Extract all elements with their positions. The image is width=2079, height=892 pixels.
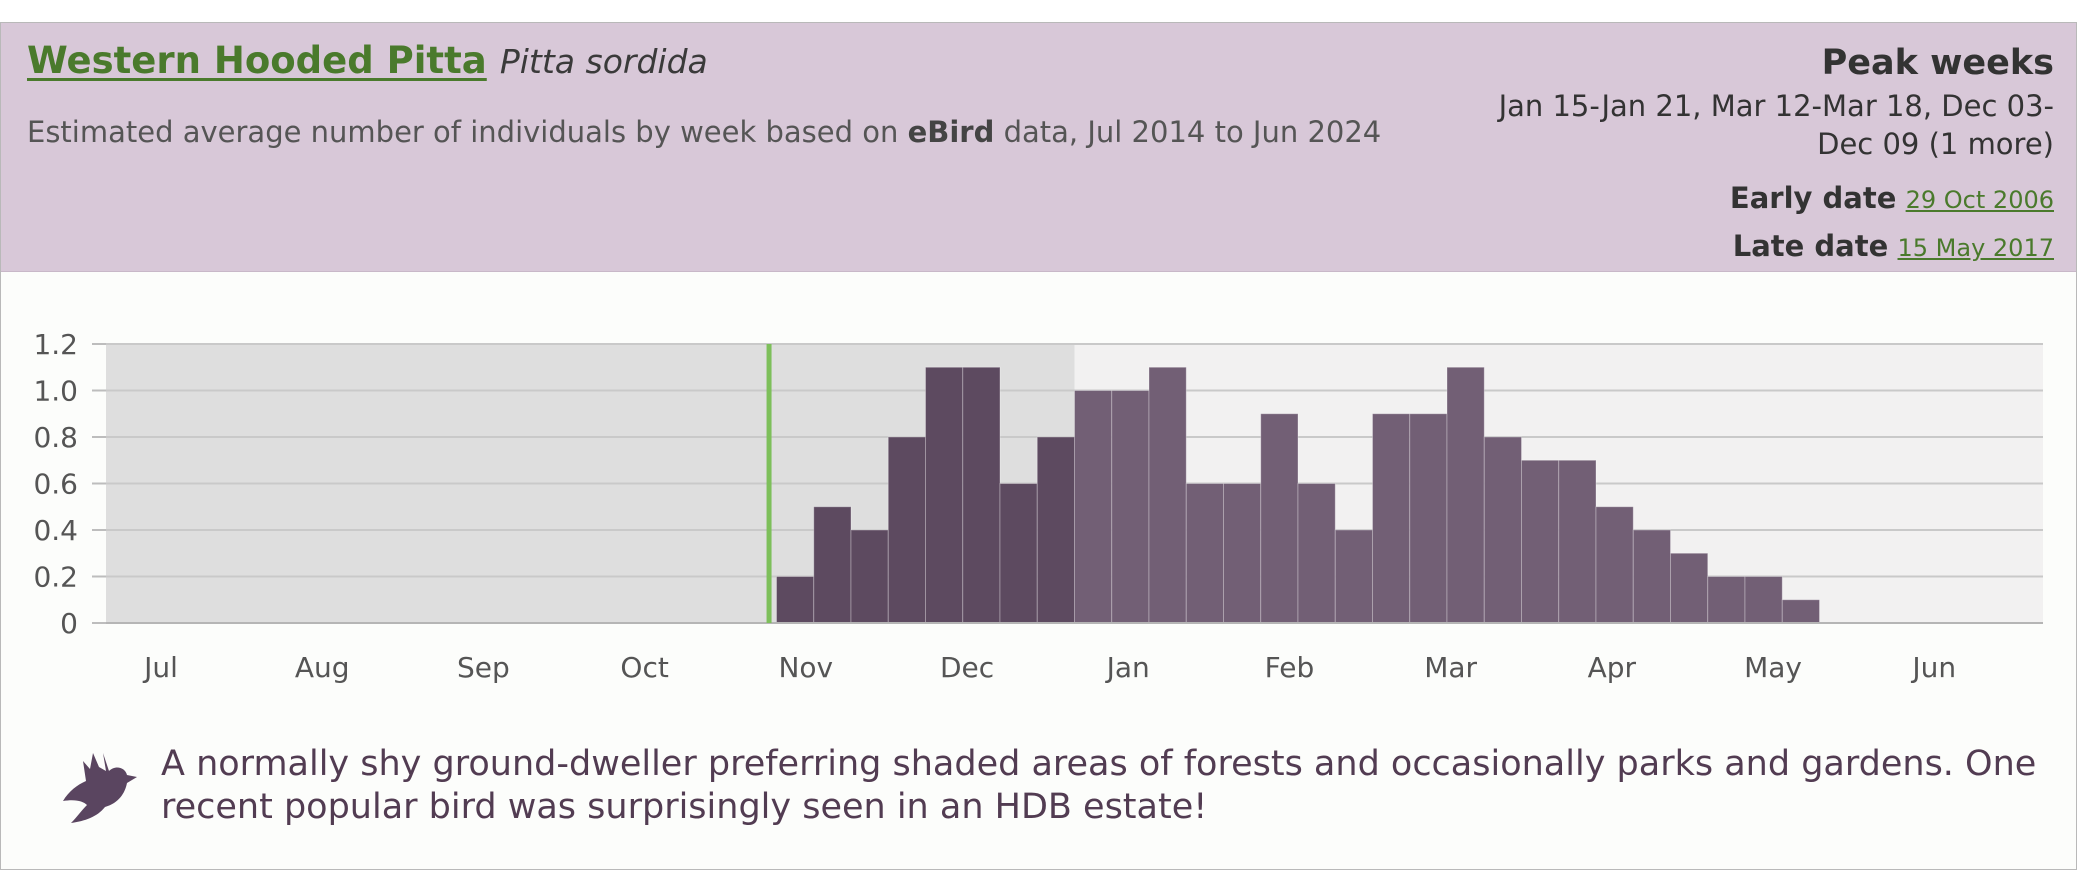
bar bbox=[887, 436, 926, 624]
bar bbox=[1260, 413, 1299, 624]
bar bbox=[1334, 529, 1373, 624]
y-tick-label: 0.8 bbox=[33, 421, 78, 454]
x-tick-label: Jan bbox=[1105, 651, 1150, 684]
bar bbox=[1632, 529, 1671, 624]
bar bbox=[1148, 366, 1187, 624]
bar bbox=[813, 506, 852, 624]
species-card: Western Hooded Pitta Pitta sordida Estim… bbox=[0, 22, 2077, 870]
x-tick-label: Aug bbox=[295, 651, 350, 684]
bar bbox=[1074, 390, 1113, 624]
bar bbox=[1185, 483, 1224, 624]
y-tick-label: 1.2 bbox=[33, 328, 78, 361]
y-tick-label: 1.0 bbox=[33, 375, 78, 408]
bar bbox=[1707, 576, 1746, 624]
species-dates: Peak weeks Jan 15-Jan 21, Mar 12-Mar 18,… bbox=[1494, 41, 2054, 271]
y-tick-label: 0.2 bbox=[33, 561, 78, 594]
bar bbox=[1483, 436, 1522, 624]
x-tick-label: Nov bbox=[778, 651, 833, 684]
y-tick-label: 0 bbox=[60, 607, 78, 640]
bar bbox=[925, 366, 964, 624]
bar bbox=[1744, 576, 1783, 624]
bar bbox=[1409, 413, 1448, 624]
common-name-link[interactable]: Western Hooded Pitta bbox=[27, 39, 487, 82]
bar bbox=[776, 576, 815, 624]
bar bbox=[1521, 459, 1560, 624]
bar bbox=[850, 529, 889, 624]
bar bbox=[1111, 390, 1150, 624]
x-tick-label: Sep bbox=[457, 651, 510, 684]
bar bbox=[1670, 552, 1709, 624]
species-header: Western Hooded Pitta Pitta sordida Estim… bbox=[1, 23, 2076, 272]
late-date-label: Late date bbox=[1732, 229, 1889, 263]
bar bbox=[1223, 483, 1262, 624]
x-tick-label: Jul bbox=[142, 651, 178, 684]
scientific-name: Pitta sordida bbox=[499, 42, 708, 81]
x-tick-label: Apr bbox=[1588, 651, 1637, 684]
early-date-row: Early date 29 Oct 2006 bbox=[1494, 175, 2054, 223]
bar bbox=[962, 366, 1001, 624]
title-row: Western Hooded Pitta Pitta sordida bbox=[27, 39, 708, 82]
chart-subtitle: Estimated average number of individuals … bbox=[27, 115, 1381, 149]
bar bbox=[1372, 413, 1411, 624]
y-tick-label: 0.6 bbox=[33, 468, 78, 501]
subtitle-suffix: data, Jul 2014 to Jun 2024 bbox=[994, 115, 1382, 149]
early-date-label: Early date bbox=[1729, 181, 1897, 215]
bar bbox=[999, 483, 1038, 624]
bar bbox=[1558, 459, 1597, 624]
y-tick-label: 0.4 bbox=[33, 514, 78, 547]
bar bbox=[1036, 436, 1075, 624]
bar bbox=[1781, 599, 1820, 624]
description-text: A normally shy ground-dweller preferring… bbox=[161, 744, 2037, 827]
x-tick-label: Jun bbox=[1910, 651, 1956, 684]
early-date-link[interactable]: 29 Oct 2006 bbox=[1905, 186, 2054, 214]
x-tick-label: May bbox=[1744, 651, 1802, 684]
subtitle-source: eBird bbox=[907, 115, 995, 149]
bar bbox=[1297, 483, 1336, 624]
x-tick-label: Dec bbox=[940, 651, 994, 684]
bar bbox=[1595, 506, 1634, 624]
peak-weeks-text: Jan 15-Jan 21, Mar 12-Mar 18, Dec 03-Dec… bbox=[1498, 89, 2054, 161]
peak-weeks-title: Peak weeks bbox=[1821, 43, 2054, 83]
bar bbox=[1446, 366, 1485, 624]
late-date-row: Late date 15 May 2017 bbox=[1494, 223, 2054, 271]
weekly-abundance-chart: 0 0.2 0.4 0.6 0.8 1.0 1.2 Jul Aug Sep Oct Nov Dec Jan… bbox=[33, 328, 2043, 684]
x-tick-label: Feb bbox=[1265, 651, 1315, 684]
subtitle-prefix: Estimated average number of individuals … bbox=[27, 115, 908, 149]
late-date-link[interactable]: 15 May 2017 bbox=[1897, 234, 2055, 262]
x-tick-label: Mar bbox=[1424, 651, 1477, 684]
bird-icon bbox=[63, 753, 137, 823]
x-tick-label: Oct bbox=[620, 651, 668, 684]
